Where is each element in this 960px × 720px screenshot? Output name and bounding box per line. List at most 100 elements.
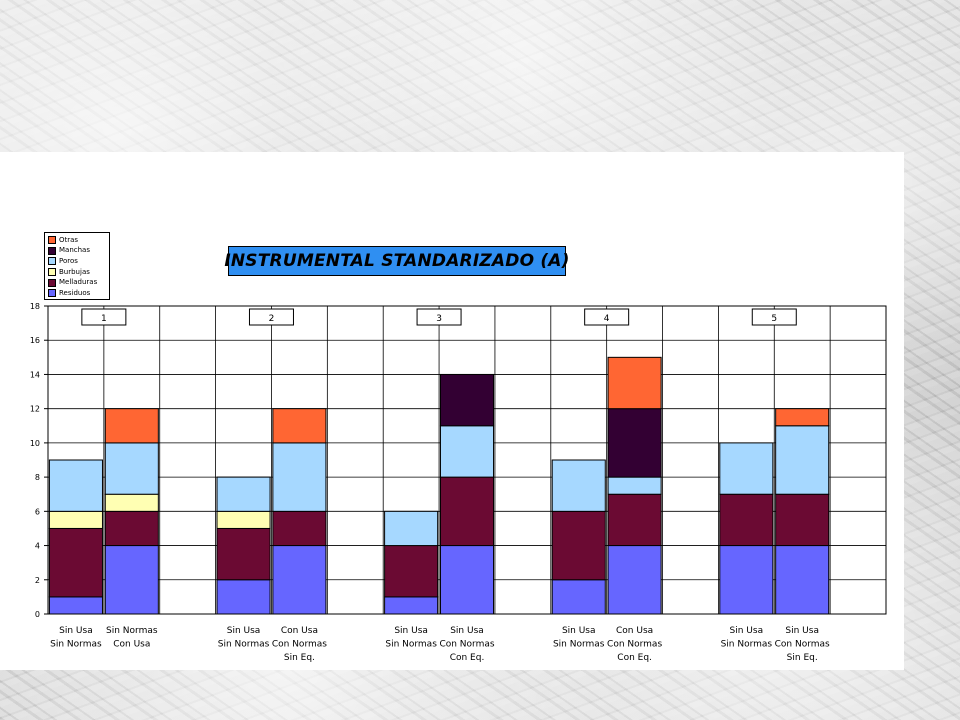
bar-segment-residuos	[104, 545, 159, 615]
bar-segment-melladuras	[384, 545, 439, 598]
group-label-box	[248, 308, 294, 326]
x-tick-label: Sin Normas	[721, 640, 773, 650]
y-tick-label: 14	[30, 370, 40, 379]
bar-segment-melladuras	[607, 493, 662, 547]
x-tick-label: Con Normas	[607, 640, 662, 650]
x-tick-label: Sin Normas	[106, 626, 158, 636]
group-label: 4	[604, 314, 610, 324]
y-tick-label: 2	[35, 576, 40, 585]
bar-segment-manchas	[607, 408, 662, 478]
bar-segment-residuos	[272, 545, 327, 615]
y-tick-label: 0	[35, 610, 40, 619]
bar-segment-otras	[607, 356, 662, 410]
x-tick-label: Con Usa	[281, 626, 318, 636]
legend-item: Melladuras	[48, 277, 106, 288]
bar-segment-burbujas	[216, 510, 271, 529]
bar-segment-residuos	[439, 545, 495, 615]
y-tick-label: 16	[30, 336, 40, 345]
bar-segment-melladuras	[272, 510, 327, 547]
x-tick-label: Sin Eq.	[787, 653, 818, 663]
x-tick-label: Sin Normas	[385, 640, 437, 650]
y-tick-label: 18	[30, 302, 40, 311]
x-tick-label: Sin Normas	[50, 640, 102, 650]
group-label: 3	[436, 314, 442, 324]
x-tick-label: Con Eq.	[450, 653, 485, 663]
x-tick-label: Con Eq.	[617, 653, 652, 663]
bar-segment-poros	[272, 442, 327, 512]
group-label: 1	[101, 314, 107, 324]
bar-segment-melladuras	[551, 510, 606, 581]
x-tick-label: Sin Usa	[59, 626, 93, 636]
group-label: 5	[771, 314, 777, 324]
legend-swatch	[48, 289, 56, 298]
legend-item: Burbujas	[48, 267, 106, 278]
legend-label: Otras	[59, 235, 79, 244]
legend-item: Manchas	[48, 246, 106, 257]
group-label-box	[584, 308, 630, 326]
bar-segment-poros	[719, 442, 774, 495]
legend-item: Residuos	[48, 288, 106, 299]
y-tick-label: 10	[30, 439, 40, 448]
bar-segment-residuos	[719, 545, 774, 615]
legend-swatch	[48, 246, 56, 255]
bar-segment-poros	[607, 476, 662, 495]
legend-item: Poros	[48, 256, 106, 267]
bar-segment-residuos	[551, 579, 606, 615]
legend-label: Residuos	[59, 288, 91, 297]
y-tick-label: 8	[35, 473, 40, 482]
group-label: 2	[269, 314, 275, 324]
chart-title: INSTRUMENTAL STANDARIZADO (A)	[224, 251, 570, 271]
group-label-box	[751, 308, 797, 326]
x-tick-label: Con Normas	[775, 640, 830, 650]
bar-segment-poros	[384, 510, 439, 547]
bar-segment-residuos	[384, 596, 439, 615]
x-tick-label: Con Usa	[113, 640, 150, 650]
x-tick-label: Sin Normas	[553, 640, 605, 650]
x-tick-label: Sin Usa	[562, 626, 596, 636]
x-tick-label: Sin Usa	[227, 626, 261, 636]
bar-segment-poros	[439, 425, 495, 478]
bar-segment-melladuras	[775, 493, 830, 547]
bar-segment-poros	[216, 476, 271, 512]
chart-title-box: INSTRUMENTAL STANDARIZADO (A)	[224, 246, 569, 276]
legend-swatch	[48, 278, 56, 287]
bar-segment-poros	[551, 459, 606, 512]
legend-swatch	[48, 257, 56, 266]
bar-segment-melladuras	[104, 510, 159, 547]
bar-segment-residuos	[48, 596, 103, 615]
x-tick-label: Sin Normas	[218, 640, 270, 650]
bar-segment-melladuras	[719, 493, 774, 547]
bar-segment-otras	[104, 408, 159, 444]
y-tick-label: 6	[35, 507, 40, 516]
bar-segment-poros	[48, 459, 103, 512]
bar-segment-burbujas	[48, 510, 103, 529]
legend-label: Manchas	[59, 246, 90, 255]
legend-label: Melladuras	[59, 278, 98, 287]
x-tick-label: Con Usa	[616, 626, 653, 636]
x-tick-label: Con Normas	[272, 640, 327, 650]
x-tick-label: Sin Usa	[450, 626, 484, 636]
bar-segment-otras	[272, 408, 327, 444]
bar-segment-melladuras	[48, 527, 103, 598]
bar-segment-otras	[775, 408, 830, 427]
bar-segment-poros	[775, 425, 830, 495]
x-tick-label: Sin Usa	[730, 626, 764, 636]
legend-swatch	[48, 236, 56, 245]
x-tick-label: Sin Eq.	[284, 653, 315, 663]
bar-segment-residuos	[216, 579, 271, 615]
bar-segment-residuos	[775, 545, 830, 615]
group-label-box	[416, 308, 462, 326]
x-tick-label: Sin Usa	[394, 626, 428, 636]
legend-label: Burbujas	[59, 267, 90, 276]
chart-legend: Otras Manchas Poros Burbujas Melladuras Resid…	[44, 232, 110, 300]
bar-segment-melladuras	[216, 527, 271, 581]
y-tick-label: 12	[30, 405, 40, 414]
x-tick-label: Con Normas	[439, 640, 494, 650]
bar-segment-residuos	[607, 545, 662, 615]
y-tick-label: 4	[35, 542, 40, 551]
bar-segment-poros	[104, 442, 159, 495]
legend-label: Poros	[59, 256, 78, 265]
legend-item: Otras	[48, 235, 106, 246]
bar-segment-manchas	[439, 373, 495, 427]
